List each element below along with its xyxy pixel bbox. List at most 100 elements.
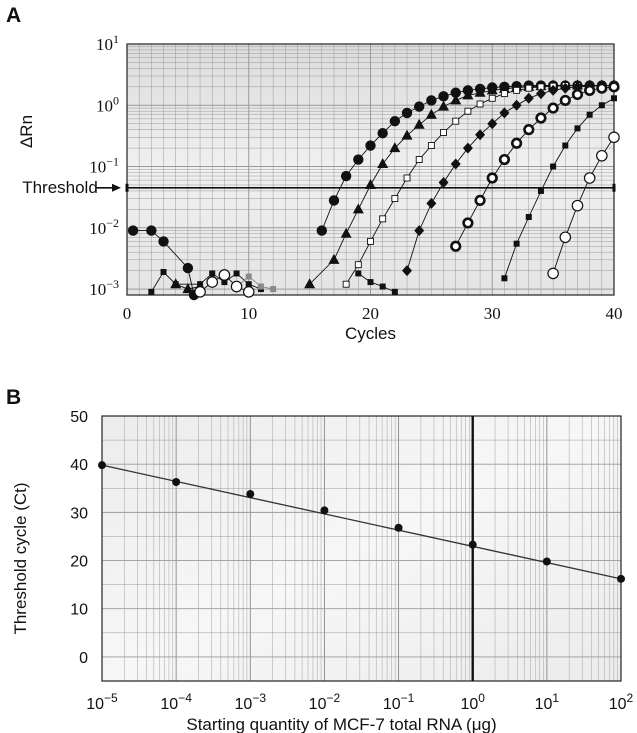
series-a-small-filled-square (148, 95, 617, 295)
data-point-bullseye (547, 102, 559, 114)
plot-frame-b (101, 415, 622, 682)
data-point-open-circle (194, 286, 206, 298)
x-tick-label-b: 100 (460, 691, 485, 713)
x-tick-label-b-exp: −2 (326, 691, 340, 705)
data-point-filled-circle (182, 262, 194, 274)
data-point-filled-diamond (535, 88, 546, 100)
data-point-filled-triangle (486, 84, 498, 95)
y-tick-label-a-exp: −1 (106, 155, 119, 169)
data-point-filled-diamond (414, 225, 425, 237)
data-point-bullseye (571, 88, 584, 101)
y-tick-label-a-base: 10 (89, 219, 106, 238)
y-tick-label-a-exp: 0 (113, 93, 119, 107)
data-point (542, 557, 551, 566)
data-point-bullseye (559, 94, 571, 107)
data-point-open-circle (596, 149, 608, 162)
data-point-filled-diamond (426, 197, 437, 209)
data-point-filled-diamond (560, 82, 571, 94)
data-point-open-square (391, 195, 399, 203)
data-point-bullseye (584, 84, 596, 96)
x-tick-label-b: 10−4 (160, 691, 192, 713)
data-point-small-square (611, 95, 617, 102)
data-point-small-square (148, 288, 155, 295)
data-point-open-square (452, 117, 460, 125)
data-point-filled-diamond (475, 129, 486, 141)
x-tick-label-a: 20 (362, 304, 379, 323)
y-tick-label-a-exp: −3 (106, 277, 119, 291)
plot-frame-a (126, 43, 615, 296)
data-point-filled-triangle (462, 89, 474, 100)
y-tick-label-b: 30 (70, 505, 88, 522)
x-tick-label-b-exp: −3 (252, 691, 266, 705)
threshold-arrow-head (112, 183, 121, 192)
data-point-small-square (379, 283, 386, 290)
data-point-gray-square (257, 283, 264, 290)
data-point-bullseye (608, 81, 620, 93)
data-point-filled-circle (414, 101, 425, 112)
y-tick-label-a-exp: 1 (113, 32, 119, 46)
series-line (236, 276, 274, 290)
data-point-small-square (598, 102, 605, 109)
x-tick-label-b-base: 10 (460, 696, 478, 713)
x-tick-label-b: 102 (609, 691, 634, 713)
x-tick-label-b-base: 10 (235, 696, 253, 713)
data-point-filled-diamond (438, 176, 449, 188)
x-tick-label-b-base: 10 (535, 696, 553, 713)
y-tick-label-a-base: 10 (89, 158, 106, 177)
data-point-open-square (440, 128, 447, 136)
data-point-open-square (525, 84, 533, 92)
data-point-filled-circle (365, 140, 376, 151)
panel-label-a: A (6, 4, 22, 27)
data-point-small-square (221, 279, 228, 286)
panel-label-b: B (6, 386, 22, 409)
x-tick-label-b-base: 10 (609, 696, 627, 713)
data-point-filled-triangle (304, 278, 316, 289)
y-tick-label-b: 20 (70, 554, 88, 571)
x-tick-label-b: 10−5 (86, 691, 118, 713)
data-point-filled-diamond (511, 99, 522, 111)
data-point-filled-circle (158, 236, 169, 247)
series-a-open-circle (194, 131, 620, 298)
data-point-small-square (172, 281, 179, 288)
y-axis-title-b: Threshold cycle (Ct) (11, 482, 30, 634)
data-point-bullseye (523, 124, 535, 136)
y-tick-label-a: 10−2 (89, 216, 119, 238)
data-point-bullseye (535, 112, 547, 124)
data-point (98, 461, 106, 470)
y-tick-label-a: 10−1 (89, 155, 119, 177)
data-point-open-circle (571, 199, 584, 212)
data-point-filled-diamond (523, 92, 534, 104)
data-point-small-square (525, 214, 532, 221)
x-tick-label-b: 10−1 (383, 691, 415, 713)
y-tick-label-b: 40 (70, 457, 88, 474)
data-point-small-square (355, 270, 362, 277)
x-tick-label-a: 40 (606, 304, 623, 323)
data-point-filled-triangle (340, 227, 352, 238)
data-point-gray-square (245, 273, 252, 280)
x-tick-label-b-base: 10 (160, 696, 178, 713)
x-tick-label-b-base: 10 (383, 696, 401, 713)
data-point-open-square (513, 86, 521, 94)
data-point-filled-triangle (328, 253, 340, 264)
data-point (320, 506, 329, 515)
y-tick-label-a-base: 10 (96, 35, 113, 54)
data-point-filled-diamond (402, 265, 413, 277)
data-point-bullseye (510, 137, 523, 149)
data-point-small-square (233, 270, 240, 277)
data-point-small-square (586, 111, 593, 118)
data-point-open-circle (242, 286, 255, 298)
data-point-filled-circle (127, 225, 139, 236)
x-tick-label-b-base: 10 (309, 696, 327, 713)
y-tick-label-b: 10 (70, 602, 88, 619)
data-point-gray-square (270, 286, 277, 293)
data-point-filled-diamond (548, 84, 559, 96)
data-point-small-square (209, 270, 216, 277)
data-point-filled-triangle (401, 129, 413, 140)
data-point-small-square (537, 187, 544, 194)
data-point-small-square (245, 281, 252, 288)
data-point-filled-triangle (474, 86, 486, 97)
data-point (394, 523, 403, 532)
data-point-filled-circle (438, 91, 449, 102)
data-point-filled-triangle (182, 283, 194, 294)
